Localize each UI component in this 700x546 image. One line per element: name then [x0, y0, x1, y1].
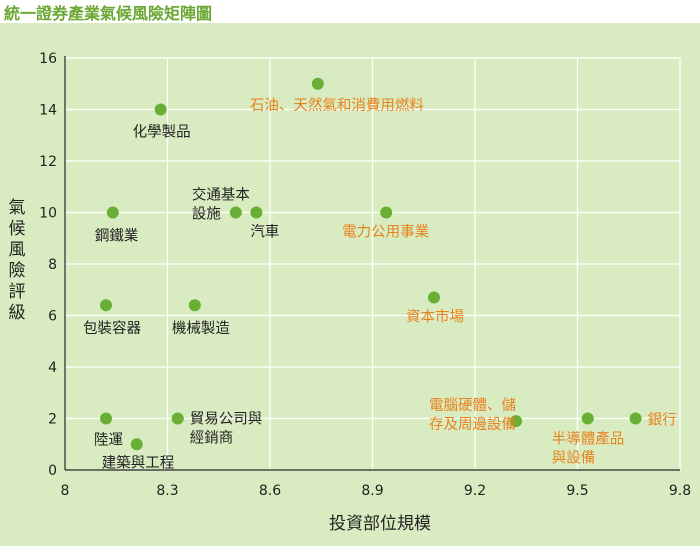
x-tick-label: 9.2 — [464, 483, 486, 499]
y-tick-label: 12 — [39, 154, 57, 170]
data-point — [171, 412, 184, 425]
data-label: 貿易公司與 — [190, 411, 263, 428]
y-tick-label: 10 — [39, 206, 57, 222]
x-tick-label: 8.6 — [259, 483, 281, 499]
data-label: 陸運 — [94, 432, 123, 449]
data-label: 化學製品 — [133, 123, 191, 141]
data-label: 半導體產品 — [552, 431, 625, 448]
y-tick-label: 16 — [39, 51, 57, 67]
data-point — [130, 438, 143, 451]
chart-panel — [0, 23, 700, 546]
x-tick-label: 9.8 — [669, 483, 691, 499]
data-label: 電力公用事業 — [342, 224, 429, 241]
y-tick-label: 6 — [48, 309, 57, 325]
data-label: 包裝容器 — [83, 320, 141, 337]
data-point — [229, 206, 242, 219]
x-tick-label: 8.9 — [361, 483, 383, 499]
x-tick-label: 9.5 — [566, 483, 588, 499]
y-tick-label: 2 — [48, 412, 57, 428]
data-point — [629, 412, 642, 425]
data-point — [428, 291, 440, 304]
y-tick-label: 8 — [48, 257, 57, 273]
data-label: 機械製造 — [172, 320, 230, 337]
data-point — [100, 412, 112, 425]
data-point — [154, 103, 167, 116]
y-axis-label: 氣候風險評級 — [8, 198, 26, 323]
data-point — [510, 415, 522, 428]
x-tick-label: 8 — [61, 483, 70, 499]
data-point — [581, 412, 594, 425]
y-tick-label: 0 — [48, 463, 57, 479]
data-point — [250, 206, 263, 219]
chart-title: 統一證券產業氣候風險矩陣圖 — [4, 4, 213, 23]
data-label: 經銷商 — [190, 430, 234, 447]
data-label: 與設備 — [552, 450, 596, 467]
x-tick-label: 8.3 — [156, 483, 178, 499]
y-tick-label: 4 — [48, 360, 57, 376]
data-point — [100, 299, 112, 312]
y-tick-label: 14 — [39, 103, 57, 119]
data-label: 銀行 — [648, 412, 677, 429]
data-label: 鋼鐵業 — [95, 227, 139, 245]
data-label: 汽車 — [250, 224, 279, 241]
data-label: 交通基本 — [192, 186, 250, 204]
data-point — [106, 206, 119, 219]
data-label: 建築與工程 — [102, 453, 175, 471]
data-label: 資本市場 — [406, 308, 464, 325]
data-label: 電腦硬體、儲 — [429, 397, 516, 414]
data-point — [188, 299, 201, 312]
data-label: 存及周邊設備 — [429, 416, 516, 433]
data-label: 石油、天然氣和消費用燃料 — [250, 96, 424, 114]
data-point — [380, 206, 393, 219]
data-point — [311, 77, 324, 90]
data-label: 設施 — [192, 206, 221, 223]
x-axis-label: 投資部位規模 — [329, 514, 431, 534]
